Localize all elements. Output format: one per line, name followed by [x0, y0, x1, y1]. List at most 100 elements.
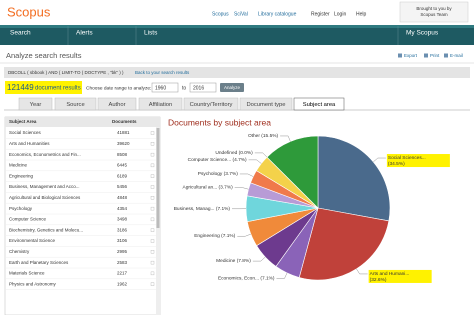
tool-icon: [398, 53, 402, 58]
header-link[interactable]: Scopus: [212, 11, 229, 17]
tab[interactable]: [138, 97, 183, 111]
leader-line: [248, 159, 262, 164]
checkbox[interactable]: [150, 206, 155, 211]
nav-item[interactable]: My Scopus: [406, 30, 439, 37]
date-to: 2016: [193, 85, 204, 91]
slice-label: Undefined (0.0%): [215, 150, 253, 156]
slice-value: (0.0%): [239, 150, 254, 156]
slice-name: Other: [248, 133, 260, 139]
institution-box: [399, 1, 469, 23]
analyze-button[interactable]: [220, 83, 244, 92]
subject-name: Arts and Humanities: [9, 141, 50, 146]
subject-count: 2995: [117, 249, 128, 254]
header-link[interactable]: Register: [311, 11, 330, 17]
query-bar: [4, 67, 470, 78]
tab[interactable]: [97, 97, 137, 111]
checkbox[interactable]: [150, 239, 155, 243]
slice-label: Agricultural an... (3.7%): [183, 185, 234, 191]
nav-highlight: [0, 25, 474, 28]
subject-name: Computer Science: [9, 217, 47, 222]
checkbox[interactable]: [150, 260, 155, 265]
subject-count: 8508: [117, 152, 128, 157]
checkbox[interactable]: [150, 271, 155, 276]
logo: Scopus: [7, 4, 51, 19]
nav-item[interactable]: Search: [10, 30, 31, 37]
subject-count: 3498: [117, 217, 128, 222]
institution: Brought to you by: [416, 6, 452, 11]
from-select[interactable]: [151, 82, 179, 93]
checkbox[interactable]: [150, 142, 155, 146]
tab[interactable]: [54, 97, 97, 111]
slice-value: (7.1%): [216, 206, 231, 212]
header-link[interactable]: Library catalogue: [258, 11, 297, 17]
table-frame: [4, 116, 161, 315]
subject-count: 1962: [117, 281, 128, 286]
result-label: document results: [35, 86, 81, 92]
leader-line: [234, 187, 249, 190]
slice-name: Computer Science...: [188, 157, 231, 163]
nav-bar: [0, 25, 474, 45]
checkbox[interactable]: [150, 152, 155, 157]
table-header: [5, 117, 160, 127]
header-link[interactable]: Help: [356, 11, 367, 17]
tab[interactable]: [183, 97, 239, 111]
checkbox[interactable]: [150, 217, 155, 222]
header-link[interactable]: SciVal: [234, 11, 248, 17]
leader-line: [237, 233, 251, 237]
tool-icon: [444, 53, 448, 58]
tab[interactable]: [18, 97, 53, 111]
slice-label: Medicine (7.8%): [216, 258, 251, 264]
slice-value: (7.1%): [221, 234, 236, 240]
result-highlight: [5, 81, 82, 94]
subject-count: 2583: [117, 260, 128, 265]
subject-count: 6445: [117, 163, 128, 168]
slice-value: (7.1%): [260, 276, 275, 282]
slice-label: Other (15.5%): [248, 133, 279, 139]
subject-name: Engineering: [9, 173, 34, 178]
subject-count: 41881: [117, 130, 130, 135]
checkbox[interactable]: [150, 228, 155, 232]
nav-item[interactable]: Lists: [144, 30, 158, 37]
checkbox[interactable]: [150, 131, 155, 135]
analyze-label: Analyze: [224, 85, 241, 90]
to-select[interactable]: [189, 82, 217, 93]
leader-line: [239, 173, 254, 177]
slice-name: Economics, Econ...: [218, 276, 259, 282]
tab[interactable]: [293, 97, 345, 111]
date-label: Choose date range to analyze:: [86, 85, 151, 91]
back-link[interactable]: Back to your search results: [135, 70, 190, 75]
tab[interactable]: [239, 97, 293, 111]
leader-line: [373, 157, 386, 163]
checkbox[interactable]: [150, 163, 155, 168]
checkbox[interactable]: [150, 174, 155, 178]
slice-label: Psychology (3.7%): [198, 171, 238, 177]
slice-name: Agricultural an...: [183, 185, 218, 191]
scroll-thumb[interactable]: [156, 128, 160, 228]
pie-slice: [266, 135, 319, 209]
checkbox[interactable]: [150, 250, 155, 254]
slice-label: Arts and Humani... (32.6%): [370, 271, 411, 283]
slice-value: (3.7%): [224, 171, 239, 177]
tool-link[interactable]: E-mail: [450, 53, 463, 58]
slice-label: Business, Manag... (7.1%): [174, 206, 231, 212]
label-highlight: [368, 269, 432, 283]
tool-link[interactable]: Print: [430, 53, 440, 58]
header-link[interactable]: Login: [334, 11, 346, 17]
tab-label: Country/Territory: [190, 102, 233, 108]
subject-name: Chemistry: [9, 249, 30, 254]
table-header[interactable]: Documents: [112, 119, 137, 124]
subject-name: Agricultural and Biological Sciences: [9, 195, 81, 200]
subject-count: 5456: [117, 184, 128, 189]
tool-link[interactable]: Export: [404, 53, 418, 58]
subject-name: Social Sciences: [9, 130, 42, 135]
checkbox[interactable]: [150, 282, 155, 286]
subject-count: 4848: [117, 195, 128, 200]
checkbox[interactable]: [150, 185, 155, 189]
checkbox[interactable]: [150, 196, 155, 200]
nav-item[interactable]: Alerts: [76, 30, 93, 37]
subject-count: 6189: [117, 173, 128, 178]
page-title: Analyze search results: [6, 51, 82, 60]
date-to-label: to: [182, 85, 186, 91]
tab-label: Document type: [247, 102, 286, 108]
